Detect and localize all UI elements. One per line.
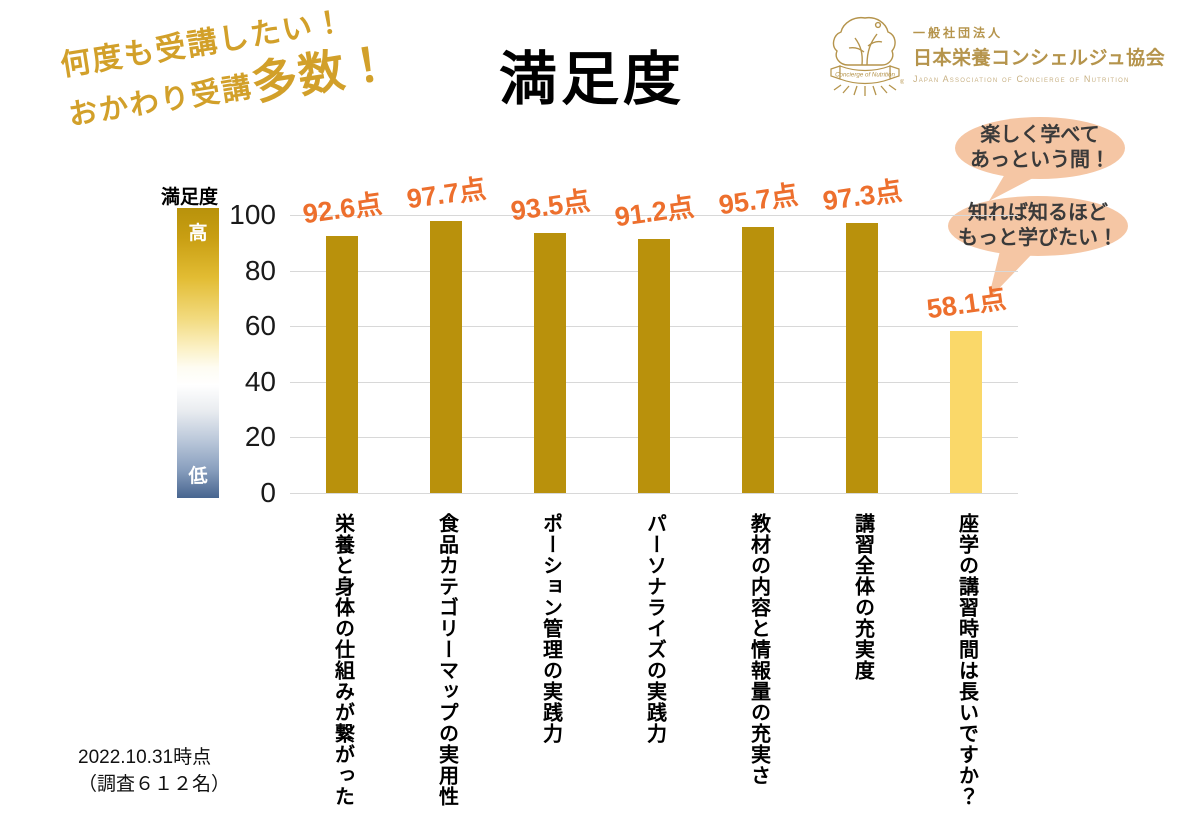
footnote: 2022.10.31時点 （調査６１２名）: [78, 745, 230, 798]
bar-3: [534, 233, 566, 493]
category-label-6: 講習全体の充実度: [851, 513, 874, 681]
category-label-4: パーソナライズの実践力: [643, 513, 666, 744]
bar-value-label-6: 97.3点: [820, 175, 904, 216]
bar-value-label-2: 97.7点: [404, 173, 488, 215]
plot-area: 0 20 40 60 80 100 92.6点 97.7点 93.5点 91.2点 95.7点 97.…: [229, 174, 1018, 508]
tree-emblem-icon: Concierge of Nutrition ®: [830, 16, 904, 96]
y-tick-label-60: 60: [244, 310, 276, 342]
category-axis: 栄養と身体の仕組みが繋がった 食品カテゴリーマップの実用性 ポーション管理の実践力 パ…: [290, 513, 1018, 813]
bar-6: [846, 222, 878, 493]
speech-bubble-1-line1: 楽しく学べて: [980, 124, 1100, 146]
logo-org-type: 一般社団法人: [913, 26, 1004, 40]
bar-5: [742, 226, 774, 493]
speech-bubble-1-line2: あっという間！: [970, 149, 1110, 171]
bar-4: [638, 239, 670, 493]
category-label-7: 座学の講習時間は長いですか？: [955, 513, 978, 807]
y-tick-label-40: 40: [244, 365, 276, 397]
logo-text: 一般社団法人 日本栄養コンシェルジュ協会 Japan Association o…: [913, 12, 1165, 84]
tagline-line2-prefix: おかわり受講: [66, 70, 255, 132]
bar-2: [430, 221, 462, 493]
legend-high-label: 高: [188, 223, 208, 244]
satisfaction-gradient-legend: 高 低: [177, 208, 219, 498]
bar-value-label-3: 93.5点: [508, 185, 592, 227]
tagline: 何度も受講したい！ おかわり受講多数！: [58, 0, 396, 142]
bar-7: [950, 331, 982, 493]
speech-bubble-1-shape: [955, 117, 1125, 201]
bar-value-label-1: 92.6点: [300, 188, 384, 229]
bar-1: [325, 235, 358, 493]
association-logo: Concierge of Nutrition ® 一般社団法人 日本栄養コンシェ…: [826, 12, 1165, 100]
speech-bubble-2-line1: 知れば知るほど: [968, 202, 1108, 224]
gridline-0: [290, 493, 1018, 494]
speech-bubble-2-line2: もっと学びたい！: [958, 227, 1118, 249]
gridline-100: [290, 215, 1018, 216]
footnote-sample: （調査６１２名）: [78, 773, 231, 795]
bar-value-label-4: 91.2点: [612, 192, 696, 233]
speech-bubble-2: 知れば知るほど もっと学びたい！: [948, 196, 1128, 311]
y-tick-label-20: 20: [244, 421, 276, 453]
speech-bubble-2-shape: [948, 196, 1128, 300]
y-tick-label-0: 0: [260, 477, 276, 508]
emblem-ribbon-text: Concierge of Nutrition: [835, 72, 895, 79]
logo-org-name: 日本栄養コンシェルジュ協会: [913, 48, 1166, 69]
bar-value-label-7: 58.1点: [924, 284, 1008, 325]
category-label-1: 栄養と身体の仕組みが繋がった: [331, 513, 354, 807]
category-label-2: 食品カテゴリーマップの実用性: [435, 513, 458, 807]
logo-org-name-en: Japan Association of Concierge of Nutrit…: [913, 74, 1130, 84]
category-label-3: ポーション管理の実践力: [539, 513, 562, 744]
speech-bubble-2-text: 知れば知るほど もっと学びたい！: [948, 196, 1128, 256]
legend-low-label: 低: [188, 466, 208, 487]
legend-title: 満足度: [161, 187, 219, 208]
footnote-date: 2022.10.31時点: [78, 747, 212, 768]
registered-mark: ®: [900, 79, 904, 86]
page-title: 満足度: [498, 47, 686, 112]
category-label-5: 教材の内容と情報量の充実さ: [747, 513, 770, 786]
y-tick-label-100: 100: [229, 199, 276, 230]
speech-bubble-1-text: 楽しく学べて あっという間！: [955, 117, 1125, 179]
speech-bubble-1: 楽しく学べて あっという間！: [955, 117, 1125, 217]
y-tick-label-80: 80: [244, 254, 276, 286]
